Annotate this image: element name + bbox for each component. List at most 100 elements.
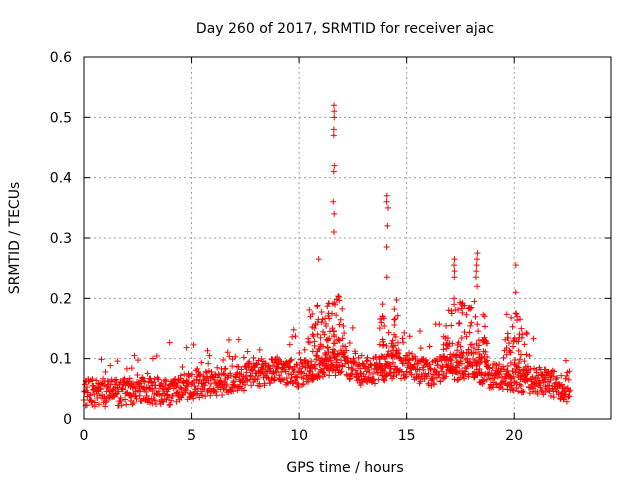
data-point bbox=[316, 346, 323, 353]
y-tick-label: 0.3 bbox=[50, 231, 72, 247]
data-point bbox=[476, 342, 483, 349]
data-point bbox=[496, 361, 503, 368]
data-point bbox=[232, 353, 239, 360]
data-point bbox=[132, 393, 139, 400]
data-point bbox=[308, 358, 315, 365]
data-point bbox=[84, 384, 91, 391]
data-point bbox=[472, 313, 479, 320]
data-point bbox=[503, 311, 510, 318]
data-point bbox=[480, 311, 487, 318]
data-point bbox=[530, 335, 537, 342]
data-point bbox=[432, 368, 439, 375]
data-point bbox=[366, 366, 373, 373]
data-point bbox=[431, 357, 438, 364]
data-point bbox=[288, 374, 295, 381]
data-point bbox=[326, 315, 333, 322]
data-point bbox=[295, 383, 302, 390]
data-point bbox=[240, 354, 247, 361]
data-point bbox=[213, 392, 220, 399]
data-point bbox=[391, 306, 398, 313]
data-point bbox=[501, 366, 508, 373]
data-point bbox=[325, 300, 332, 307]
data-point bbox=[513, 310, 520, 317]
data-point bbox=[105, 385, 112, 392]
data-point bbox=[455, 358, 462, 365]
data-point bbox=[225, 336, 232, 343]
data-point bbox=[356, 361, 363, 368]
data-point bbox=[267, 365, 274, 372]
data-point bbox=[483, 376, 490, 383]
data-point bbox=[474, 283, 481, 290]
data-point bbox=[319, 316, 326, 323]
data-point bbox=[235, 363, 242, 370]
data-point bbox=[473, 262, 480, 269]
data-point bbox=[463, 311, 470, 318]
data-point bbox=[214, 364, 221, 371]
data-point bbox=[520, 376, 527, 383]
data-point bbox=[125, 378, 132, 385]
data-point bbox=[338, 368, 345, 375]
data-point bbox=[547, 376, 554, 383]
data-point bbox=[523, 329, 530, 336]
data-point bbox=[461, 329, 468, 336]
data-point bbox=[474, 321, 481, 328]
data-point bbox=[363, 358, 370, 365]
data-point bbox=[230, 388, 237, 395]
data-point bbox=[517, 316, 524, 323]
data-point bbox=[336, 321, 343, 328]
x-tick-label: 20 bbox=[505, 428, 523, 444]
data-point bbox=[331, 331, 338, 338]
data-point bbox=[391, 316, 398, 323]
data-point bbox=[262, 360, 269, 367]
data-point bbox=[284, 379, 291, 386]
data-point bbox=[244, 377, 251, 384]
data-point bbox=[222, 365, 229, 372]
data-point bbox=[227, 370, 234, 377]
data-point bbox=[387, 365, 394, 372]
data-point bbox=[314, 331, 321, 338]
data-point bbox=[563, 398, 570, 405]
data-point bbox=[495, 384, 502, 391]
chart-title: Day 260 of 2017, SRMTID for receiver aja… bbox=[196, 21, 494, 37]
data-point bbox=[558, 372, 565, 379]
data-point bbox=[331, 340, 338, 347]
data-point bbox=[211, 387, 218, 394]
data-point bbox=[333, 359, 340, 366]
data-point bbox=[529, 374, 536, 381]
data-point bbox=[456, 320, 463, 327]
y-tick-label: 0.4 bbox=[50, 171, 72, 187]
data-point bbox=[461, 375, 468, 382]
data-point bbox=[177, 372, 184, 379]
data-point bbox=[194, 385, 201, 392]
data-point bbox=[235, 336, 242, 343]
data-point bbox=[101, 382, 108, 389]
data-point bbox=[221, 371, 228, 378]
data-point bbox=[471, 298, 478, 305]
data-point bbox=[515, 338, 522, 345]
data-point bbox=[517, 356, 524, 363]
data-point bbox=[202, 368, 209, 375]
data-point bbox=[290, 326, 297, 333]
data-point bbox=[324, 337, 331, 344]
data-point bbox=[332, 372, 339, 379]
data-point bbox=[88, 398, 95, 405]
data-point bbox=[339, 363, 346, 370]
y-tick-label: 0 bbox=[63, 412, 72, 428]
data-point bbox=[317, 341, 324, 348]
data-point bbox=[526, 352, 533, 359]
data-point bbox=[441, 353, 448, 360]
data-point bbox=[296, 350, 303, 357]
data-point bbox=[445, 307, 452, 314]
data-point bbox=[508, 314, 515, 321]
data-point bbox=[384, 204, 391, 211]
data-point bbox=[456, 299, 463, 306]
data-point bbox=[128, 365, 135, 372]
data-point bbox=[448, 322, 455, 329]
data-point bbox=[515, 347, 522, 354]
data-point bbox=[242, 381, 249, 388]
data-point bbox=[481, 372, 488, 379]
data-point bbox=[255, 357, 262, 364]
data-point bbox=[534, 390, 541, 397]
data-point bbox=[507, 359, 514, 366]
data-point bbox=[218, 381, 225, 388]
